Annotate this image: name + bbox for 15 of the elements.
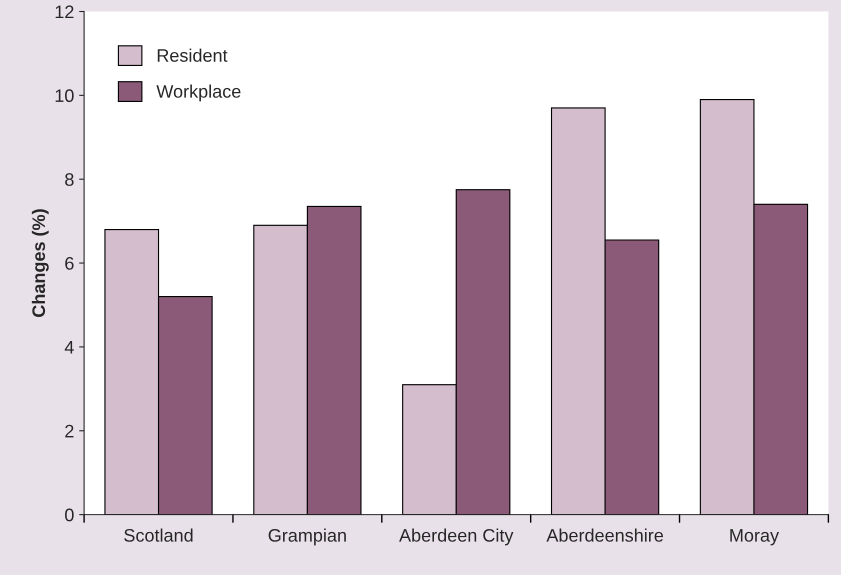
x-tick-label: Aberdeen City [399, 528, 514, 546]
x-tick-label: Scotland [124, 528, 192, 542]
y-tick-label: 8 [65, 173, 74, 186]
y-tick-label: 0 [65, 508, 74, 522]
x-tick-label: Aberdeenshire [546, 528, 664, 542]
legend-label: Resident [158, 48, 228, 62]
y-tick-label: 6 [65, 256, 74, 270]
y-tick-label: 4 [64, 341, 74, 354]
y-tick-label: 10 [56, 89, 74, 102]
legend-label: Workplace [156, 84, 240, 102]
y-tick-label: 12 [56, 5, 74, 18]
y-tick-label: 2 [65, 424, 74, 438]
x-tick-label: Grampian [268, 528, 346, 546]
x-tick-label: Moray [730, 529, 780, 546]
y-axis-title: Changes (%) [32, 209, 49, 317]
